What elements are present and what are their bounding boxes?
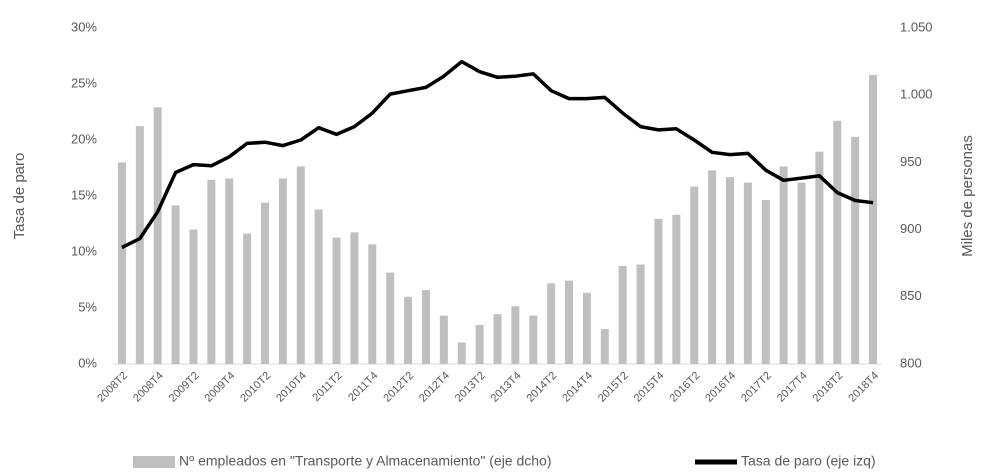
bar bbox=[797, 182, 806, 364]
bar bbox=[171, 205, 180, 364]
bar bbox=[314, 209, 323, 364]
bar bbox=[493, 314, 502, 364]
bar bbox=[761, 200, 770, 364]
x-tick-label: 2016T2 bbox=[668, 370, 703, 405]
y-tick-label: 20% bbox=[71, 131, 97, 146]
x-tick-label: 2009T4 bbox=[203, 370, 238, 405]
bar bbox=[225, 178, 234, 364]
y2-tick-label: 1.000 bbox=[900, 87, 933, 102]
bar bbox=[261, 202, 270, 364]
x-tick-label: 2015T2 bbox=[596, 370, 631, 405]
x-tick-label: 2010T4 bbox=[274, 370, 309, 405]
bar bbox=[475, 325, 484, 364]
bar bbox=[547, 283, 556, 364]
y2-tick-label: 900 bbox=[900, 221, 922, 236]
y-tick-label: 10% bbox=[71, 243, 97, 258]
bar bbox=[207, 179, 216, 364]
x-tick-label: 2013T2 bbox=[453, 370, 488, 405]
bar bbox=[690, 186, 699, 364]
y2-tick-label: 850 bbox=[900, 288, 922, 303]
bar bbox=[618, 265, 627, 364]
bar bbox=[725, 177, 734, 364]
bar bbox=[600, 329, 609, 364]
y2-tick-label: 950 bbox=[900, 154, 922, 169]
y-tick-label: 25% bbox=[71, 75, 97, 90]
y-tick-label: 0% bbox=[78, 355, 97, 370]
bar bbox=[421, 290, 430, 364]
bar bbox=[636, 264, 645, 364]
bar bbox=[404, 296, 413, 364]
x-tick-label: 2014T2 bbox=[524, 370, 559, 405]
x-tick-label: 2014T4 bbox=[560, 370, 595, 405]
bar bbox=[135, 126, 144, 364]
legend-label: Tasa de paro (eje izq) bbox=[741, 453, 876, 469]
bar bbox=[869, 75, 878, 364]
x-tick-label: 2011T2 bbox=[310, 370, 344, 404]
x-tick-label: 2012T4 bbox=[417, 370, 452, 405]
bar bbox=[743, 182, 752, 364]
x-tick-label: 2008T2 bbox=[95, 370, 130, 405]
x-tick-label: 2016T4 bbox=[703, 370, 738, 405]
y-tick-label: 15% bbox=[71, 187, 97, 202]
legend-swatch bbox=[133, 456, 175, 468]
bar bbox=[332, 237, 341, 364]
legend-label: Nº empleados en "Transporte y Almacenami… bbox=[179, 453, 552, 469]
x-tick-label: 2008T4 bbox=[131, 370, 166, 405]
bar bbox=[350, 232, 359, 364]
y-tick-label: 5% bbox=[78, 299, 97, 314]
x-tick-label: 2011T4 bbox=[346, 370, 380, 404]
bar bbox=[457, 342, 466, 364]
bar bbox=[582, 292, 591, 364]
x-tick-label: 2009T2 bbox=[167, 370, 202, 405]
x-tick-label: 2012T2 bbox=[381, 370, 416, 405]
bar bbox=[278, 178, 287, 364]
line bbox=[121, 59, 874, 250]
bar bbox=[815, 151, 824, 364]
y-tick-label: 30% bbox=[71, 19, 97, 34]
bar bbox=[243, 233, 252, 364]
bar bbox=[851, 136, 860, 364]
x-tick-label: 2010T2 bbox=[238, 370, 273, 405]
x-tick-label: 2017T4 bbox=[775, 370, 810, 405]
bar bbox=[368, 244, 377, 364]
x-tick-label: 2018T4 bbox=[846, 370, 881, 405]
x-tick-label: 2015T4 bbox=[632, 370, 667, 405]
bar bbox=[529, 315, 538, 364]
bar bbox=[153, 107, 162, 365]
y2-axis-title: Miles de personas bbox=[959, 135, 976, 257]
bar bbox=[296, 166, 305, 364]
bar bbox=[672, 214, 681, 364]
bar bbox=[189, 229, 198, 364]
bar bbox=[386, 272, 395, 364]
y2-tick-label: 1.050 bbox=[900, 19, 933, 34]
x-tick-label: 2018T2 bbox=[811, 370, 846, 405]
bar bbox=[511, 306, 520, 364]
bar bbox=[779, 166, 788, 364]
y2-tick-label: 800 bbox=[900, 355, 922, 370]
y-axis-title: Tasa de paro bbox=[11, 153, 28, 240]
bar bbox=[654, 218, 663, 364]
bar bbox=[117, 162, 126, 364]
bar bbox=[708, 170, 717, 364]
x-tick-label: 2013T4 bbox=[489, 370, 524, 405]
bar bbox=[439, 315, 448, 364]
x-tick-label: 2017T2 bbox=[739, 370, 774, 405]
bar bbox=[833, 120, 842, 365]
bar bbox=[565, 280, 574, 364]
